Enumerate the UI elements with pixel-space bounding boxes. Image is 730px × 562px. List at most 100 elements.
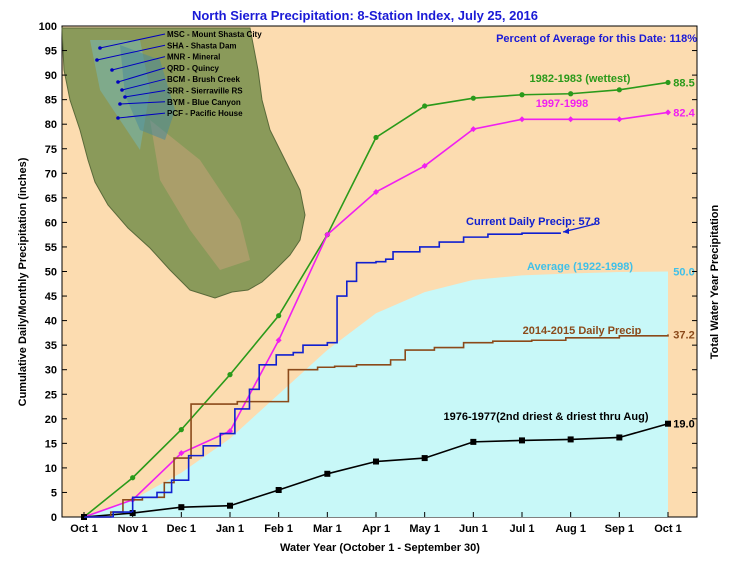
station-marker (95, 58, 99, 62)
series-point (470, 126, 477, 133)
series-point (616, 87, 622, 93)
x-tick-label: Jan 1 (216, 523, 244, 535)
series-point (373, 134, 379, 141)
series-label: Average (1922-1998) (527, 261, 633, 273)
y-tick-label: 55 (45, 242, 57, 254)
y-tick-label: 100 (39, 21, 57, 33)
series-layer (81, 79, 671, 520)
station-marker (98, 46, 102, 50)
y-tick-label: 40 (45, 316, 57, 328)
series-label: Current Daily Precip: 57.8 (466, 216, 600, 228)
y-tick-label: 30 (45, 365, 57, 377)
series-point (178, 427, 184, 433)
series-total-label: 82.4 (673, 107, 695, 119)
series-point (665, 420, 671, 427)
x-tick-label: Mar 1 (313, 523, 342, 535)
x-tick-label: Feb 1 (264, 523, 293, 535)
average-area (84, 271, 668, 517)
y-tick-label: 90 (45, 70, 57, 82)
station-label: MSC - Mount Shasta City (167, 30, 262, 39)
series-line (84, 334, 669, 518)
series-point (373, 188, 379, 195)
y-axis-right-label: Total Water Year Precipitation (709, 204, 721, 359)
series-point (568, 91, 574, 97)
x-tick-label: Nov 1 (118, 523, 148, 535)
station-arrow (99, 33, 166, 49)
y-tick-label: 75 (45, 144, 57, 156)
station-arrow (96, 44, 166, 61)
label-layer: MSC - Mount Shasta City SHA - Shasta Dam M… (95, 30, 696, 431)
station-label: SRR - Sierraville RS (167, 87, 243, 96)
station-label: BYM - Blue Canyon (167, 98, 241, 107)
x-tick-label: Oct 1 (654, 523, 682, 535)
x-tick-label: Aug 1 (555, 523, 586, 535)
series-point (422, 103, 428, 109)
station-marker (120, 88, 124, 92)
chart-title: North Sierra Precipitation: 8-Station In… (192, 8, 538, 23)
series-point (616, 434, 623, 441)
station-marker (116, 116, 120, 120)
y-tick-label: 95 (45, 46, 57, 58)
x-tick-label: Oct 1 (70, 523, 98, 535)
series-total-label: 88.5 (673, 77, 694, 89)
y-tick-label: 70 (45, 168, 57, 180)
series-label: 1982-1983 (wettest) (530, 73, 631, 85)
series-label: 1976-1977(2nd driest & driest thru Aug) (444, 411, 649, 423)
y-tick-label: 0 (51, 512, 57, 524)
series-point (324, 231, 331, 238)
series-point (275, 486, 282, 493)
series-point (567, 436, 574, 443)
station-marker (110, 68, 114, 72)
y-tick-label: 45 (45, 291, 57, 303)
station-arrow (121, 78, 166, 91)
series-point (470, 438, 477, 445)
station-arrow (119, 101, 166, 105)
y-tick-label: 50 (45, 267, 57, 279)
y-tick-label: 65 (45, 193, 57, 205)
series-point (276, 313, 282, 319)
series-point (227, 428, 233, 435)
series-point (616, 116, 623, 123)
station-label: PCF - Pacific House (167, 109, 243, 118)
y-tick-label: 5 (51, 487, 57, 499)
x-tick-label: Dec 1 (167, 523, 196, 535)
y-tick-label: 85 (45, 95, 57, 107)
station-label: SHA - Shasta Dam (167, 41, 237, 50)
station-label: QRD - Quincy (167, 64, 220, 73)
y-tick-label: 80 (45, 119, 57, 131)
series-point (130, 475, 136, 481)
y-tick-label: 10 (45, 463, 57, 475)
station-label: BCM - Brush Creek (167, 75, 240, 84)
series-total-label: 50.0 (673, 267, 694, 279)
x-tick-label: Apr 1 (362, 523, 390, 535)
series-point (324, 470, 331, 477)
axes: 0 5 10 15 20 25 30 35 40 45 50 55 60 65 70 75 80 85 90 95 10… (39, 21, 697, 535)
station-arrow (111, 56, 166, 71)
current-label-arrowhead (563, 228, 569, 234)
y-tick-label: 15 (45, 438, 57, 450)
x-tick-label: Jul 1 (509, 523, 534, 535)
series-point (519, 437, 525, 444)
station-arrow (117, 112, 166, 119)
series-point (178, 504, 185, 511)
y-tick-label: 60 (45, 217, 57, 229)
y-tick-label: 20 (45, 414, 57, 426)
series-label: 1997-1998 (536, 98, 589, 110)
percent-note: Percent of Average for this Date: 118% (496, 33, 697, 45)
station-arrow (117, 67, 166, 83)
map-central-valley (150, 120, 250, 270)
series-point (178, 450, 185, 457)
series-point (227, 502, 233, 509)
series-line (84, 232, 561, 518)
plot-area: MSC - Mount Shasta City SHA - Shasta Dam M… (61, 25, 698, 520)
series-point (421, 162, 428, 169)
x-tick-label: Jun 1 (459, 523, 488, 535)
series-point (470, 95, 476, 101)
y-tick-label: 35 (45, 340, 57, 352)
series-point (665, 79, 671, 86)
series-point (373, 458, 379, 465)
y-tick-label: 25 (45, 389, 57, 401)
series-point (665, 109, 671, 116)
x-axis-label: Water Year (October 1 - September 30) (280, 542, 480, 554)
